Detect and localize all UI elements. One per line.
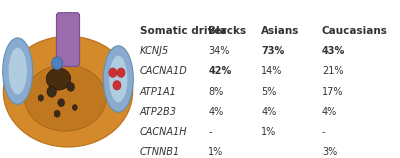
Text: 42%: 42% [208, 66, 232, 76]
Circle shape [109, 68, 117, 77]
Circle shape [38, 95, 44, 101]
Text: 14%: 14% [261, 66, 283, 76]
Text: Blacks: Blacks [208, 26, 246, 36]
Ellipse shape [46, 68, 71, 90]
Text: 4%: 4% [261, 107, 276, 117]
Text: 4%: 4% [322, 107, 337, 117]
Circle shape [54, 110, 60, 117]
Ellipse shape [8, 47, 27, 95]
Text: 1%: 1% [208, 147, 224, 157]
Text: 8%: 8% [208, 87, 224, 97]
Circle shape [113, 81, 121, 90]
Circle shape [72, 105, 77, 110]
Circle shape [52, 57, 62, 70]
FancyBboxPatch shape [56, 13, 80, 66]
Text: Somatic driver: Somatic driver [140, 26, 226, 36]
Text: 34%: 34% [208, 46, 230, 56]
Text: -: - [208, 127, 212, 137]
Text: CACNA1H: CACNA1H [140, 127, 188, 137]
Ellipse shape [103, 46, 133, 112]
Text: Caucasians: Caucasians [322, 26, 388, 36]
Circle shape [67, 82, 74, 91]
Ellipse shape [3, 38, 33, 104]
Text: 21%: 21% [322, 66, 344, 76]
Text: 43%: 43% [322, 46, 345, 56]
Text: ATP1A1: ATP1A1 [140, 87, 177, 97]
Text: KCNJ5: KCNJ5 [140, 46, 169, 56]
Circle shape [117, 68, 125, 77]
Ellipse shape [24, 65, 106, 131]
Text: Asians: Asians [261, 26, 300, 36]
Circle shape [58, 99, 65, 107]
Text: CTNNB1: CTNNB1 [140, 147, 180, 157]
Circle shape [47, 86, 56, 97]
Text: 17%: 17% [322, 87, 344, 97]
Ellipse shape [4, 36, 133, 147]
Text: 1%: 1% [261, 127, 276, 137]
Text: 3%: 3% [322, 147, 337, 157]
Text: -: - [322, 127, 326, 137]
Text: CACNA1D: CACNA1D [140, 66, 188, 76]
Text: 5%: 5% [261, 87, 277, 97]
Text: ATP2B3: ATP2B3 [140, 107, 177, 117]
Text: 73%: 73% [261, 46, 284, 56]
Text: 4%: 4% [208, 107, 224, 117]
Ellipse shape [109, 55, 128, 103]
